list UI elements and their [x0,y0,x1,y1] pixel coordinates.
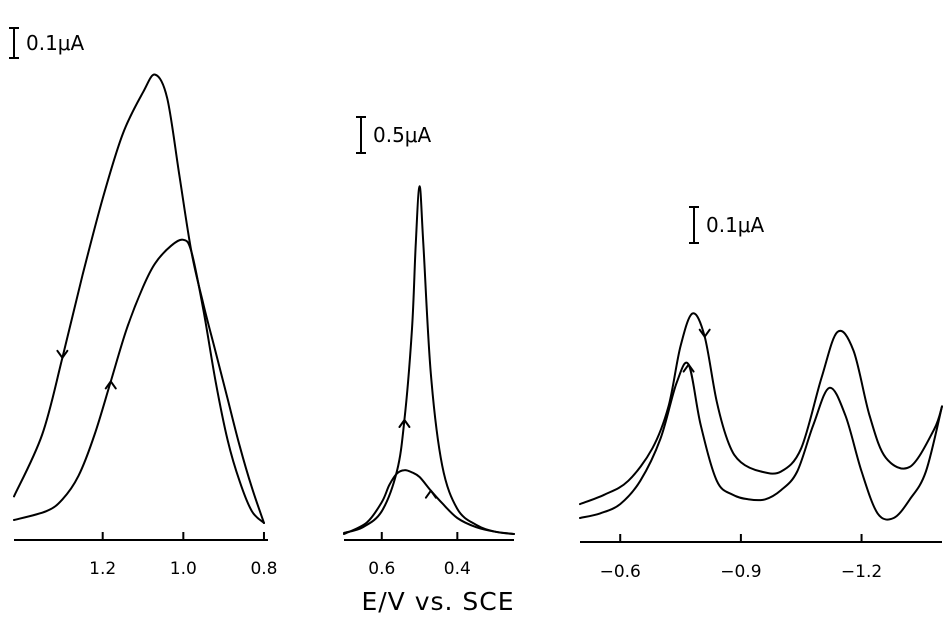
x-tick-label: −0.6 [600,562,641,582]
x-tick-label: −0.9 [720,562,761,582]
scale-bar [689,206,699,244]
forward-scan-curve [13,73,265,524]
reverse-scan-curve [13,238,265,524]
panel-right: 0.1μA −0.6 −0.9 −1.2 [579,206,943,582]
scan-direction-arrow-down [698,328,711,338]
scan-direction-arrow-down [56,349,69,359]
x-tick-label: −1.2 [841,562,882,582]
scale-bar-label: 0.1μA [706,213,765,237]
scale-bar [356,116,366,154]
x-tick-label: 1.0 [170,559,197,579]
panel-middle: 0.5μA 0.6 0.4 [343,116,515,579]
x-tick-label: 0.6 [368,559,395,579]
scale-bar [9,27,19,59]
scan-direction-arrow-up [682,363,695,373]
reverse-scan-curve [579,361,943,521]
x-tick-label: 0.4 [444,559,471,579]
tick-marks: 1.2 1.0 0.8 [89,532,277,579]
curves [13,73,265,524]
tick-marks: 0.6 0.4 [368,532,471,579]
curves [579,312,943,521]
forward-scan-curve [579,312,943,506]
scan-direction-arrow-up [104,380,117,390]
curves [343,185,515,535]
scan-direction-arrow-up [424,489,437,499]
scan-direction-arrow-up [398,419,411,428]
scale-bar-label: 0.1μA [26,31,85,55]
x-tick-label: 1.2 [89,559,116,579]
forward-scan-curve [343,185,515,535]
x-axis-label: E/V vs. SCE [361,587,514,616]
panel-left: 0.1μA 1.2 1.0 0.8 [9,27,277,579]
scan-arrows [56,349,117,390]
reverse-scan-curve [343,469,515,535]
scale-bar-label: 0.5μA [373,123,432,147]
tick-marks: −0.6 −0.9 −1.2 [600,534,882,582]
x-tick-label: 0.8 [250,559,277,579]
scan-arrows [398,419,437,499]
scan-arrows [682,328,711,373]
